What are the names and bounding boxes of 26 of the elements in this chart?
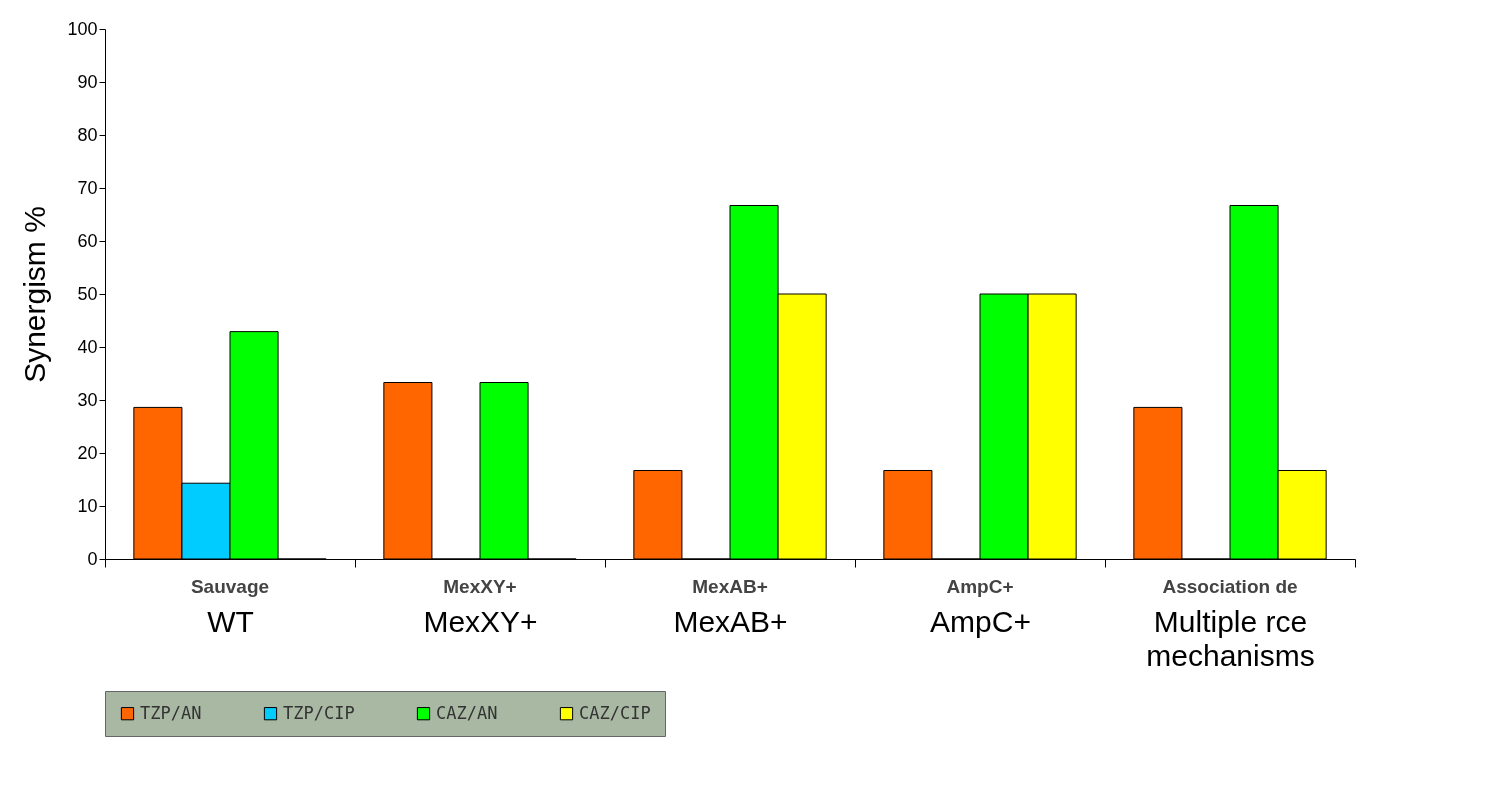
y-tick-label: 80: [77, 124, 98, 145]
y-tick-label: 20: [77, 442, 98, 463]
x-tick-label: MexXY+: [423, 604, 538, 638]
y-tick-label: 60: [77, 230, 98, 251]
text: Sauvage: [190, 576, 270, 597]
x-tick-label: Multiple rce mechanisms: [1146, 604, 1315, 672]
legend-label: CAZ/CIP: [579, 702, 651, 723]
y-tick-label: 100: [67, 18, 98, 39]
y-tick-label: 70: [77, 177, 98, 198]
y-axis-title: Synergism %: [18, 206, 52, 383]
legend-label: TZP/AN: [140, 702, 202, 723]
text: AmpC+: [946, 576, 1014, 597]
text: Association de: [1162, 576, 1298, 597]
text: MexAB+: [692, 576, 768, 597]
x-tick-label: MexAB+: [673, 604, 788, 638]
text: MexXY+: [443, 576, 517, 597]
y-tick-label: 10: [77, 495, 98, 516]
y-tick-label: 0: [87, 548, 98, 569]
y-tick-label: 30: [77, 389, 98, 410]
y-tick-label: 50: [77, 283, 98, 304]
legend-label: TZP/CIP: [283, 702, 355, 723]
y-tick-label: 90: [77, 71, 98, 92]
legend-label: CAZ/AN: [436, 702, 498, 723]
x-tick-label: AmpC+: [930, 604, 1031, 638]
y-tick-label: 40: [77, 336, 98, 357]
x-tick-label: WT: [207, 604, 254, 638]
